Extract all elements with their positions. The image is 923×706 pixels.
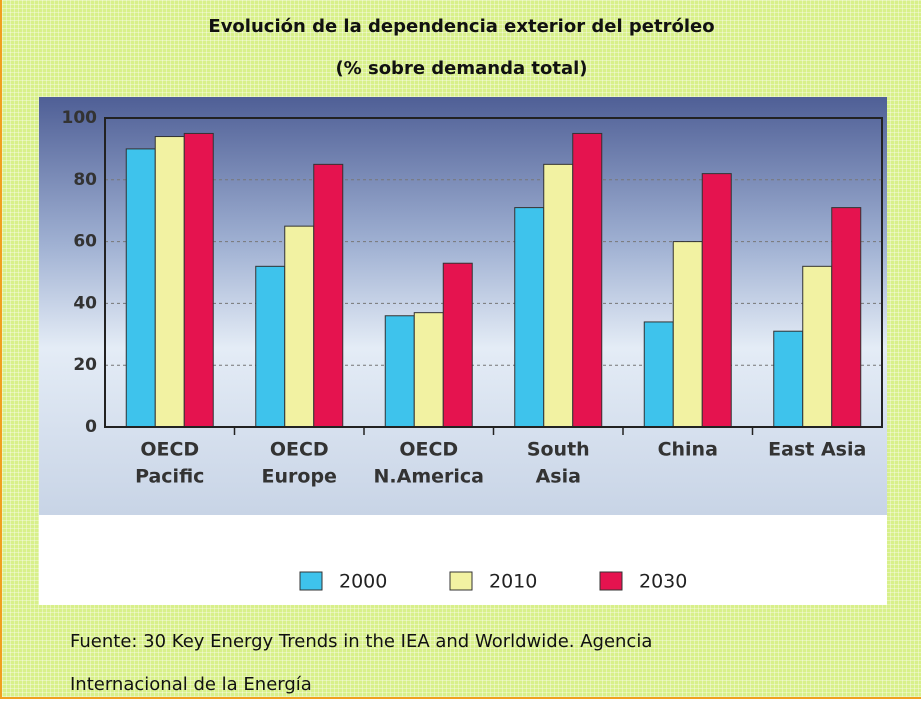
- bar: [773, 330, 804, 428]
- bar: [255, 265, 286, 428]
- bar: [442, 262, 473, 428]
- bar: [643, 321, 674, 428]
- x-tick-label: East Asia: [768, 439, 866, 461]
- bar: [183, 132, 214, 428]
- chart-subtitle: (% sobre demanda total): [335, 58, 588, 79]
- plot-frame: [104, 117, 883, 428]
- chart-title: Evolución de la dependencia exterior del…: [208, 16, 715, 37]
- bar: [154, 136, 185, 428]
- x-tick-label: South: [527, 439, 590, 461]
- y-tick-label: 0: [85, 417, 97, 437]
- bar: [572, 132, 603, 428]
- source-note: Fuente: 30 Key Energy Trends in the IEA …: [70, 631, 653, 695]
- legend-swatch: [599, 571, 623, 591]
- bar: [125, 148, 156, 428]
- y-tick-label: 60: [73, 232, 97, 252]
- bar: [672, 241, 703, 428]
- legend-swatch: [449, 571, 473, 591]
- x-tick-label: Asia: [536, 466, 581, 488]
- bar: [543, 163, 574, 428]
- bar: [384, 315, 415, 428]
- legend-background: [39, 515, 887, 605]
- bar: [831, 207, 862, 428]
- bar: [413, 312, 444, 428]
- x-tick-label: N.America: [374, 466, 484, 488]
- x-tick-label: OECD: [140, 439, 199, 461]
- legend-swatch: [299, 571, 323, 591]
- bar: [284, 225, 315, 428]
- bar: [701, 173, 732, 428]
- legend-label: 2010: [489, 571, 537, 593]
- x-tick-label: OECD: [399, 439, 458, 461]
- x-tick-label: Pacific: [135, 466, 204, 488]
- chart: 0 20 40 60 80 100 OECD Pacific OECD Europe OECD N.A…: [39, 97, 887, 605]
- y-tick-label: 40: [73, 293, 97, 313]
- legend-label: 2000: [339, 571, 387, 593]
- bar: [514, 207, 545, 428]
- y-tick-label: 20: [73, 355, 97, 375]
- legend-label: 2030: [639, 571, 687, 593]
- y-tick-label: 80: [73, 170, 97, 190]
- x-tick-label: OECD: [270, 439, 329, 461]
- x-tick-label: Europe: [262, 466, 337, 488]
- y-tick-label: 100: [62, 108, 98, 128]
- x-tick-label: China: [658, 439, 718, 461]
- bar: [802, 265, 833, 428]
- bar: [313, 163, 344, 428]
